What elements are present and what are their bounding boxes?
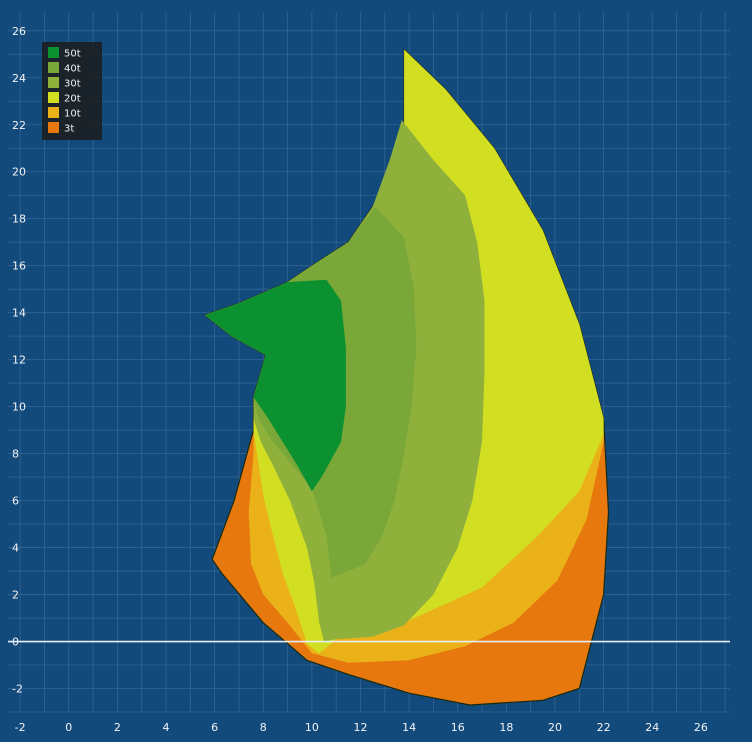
y-tick-label-20: 20 [12, 166, 26, 179]
legend-swatch-50t [48, 47, 59, 58]
x-tick-label-2: 2 [114, 721, 121, 734]
y-tick-label-26: 26 [12, 25, 26, 38]
y-tick-label-6: 6 [12, 495, 19, 508]
legend-label-30t: 30t [64, 79, 81, 90]
x-tick-label-20: 20 [548, 721, 562, 734]
x-tick-label-6: 6 [211, 721, 218, 734]
x-tick-label-14: 14 [402, 721, 416, 734]
legend-swatch-3t [48, 122, 59, 133]
legend-label-40t: 40t [64, 64, 81, 75]
y-tick-label-22: 22 [12, 119, 26, 132]
legend-swatch-40t [48, 62, 59, 73]
legend-label-50t: 50t [64, 49, 81, 60]
y-tick-label-16: 16 [12, 260, 26, 273]
y-tick-label-8: 8 [12, 448, 19, 461]
x-tick-label-22: 22 [597, 721, 611, 734]
y-tick-label-12: 12 [12, 354, 26, 367]
y-tick-label-10: 10 [12, 401, 26, 414]
x-tick-label-18: 18 [499, 721, 513, 734]
y-tick-label-2: 2 [12, 589, 19, 602]
y-tick-label-4: 4 [12, 542, 19, 555]
legend: 50t 40t 30t 20t 10t 3t [42, 42, 102, 140]
legend-label-3t: 3t [64, 124, 74, 135]
load-zones [204, 48, 610, 706]
x-tick-label-26: 26 [694, 721, 708, 734]
zone-50t [204, 279, 346, 492]
y-tick-label-24: 24 [12, 72, 26, 85]
legend-swatch-10t [48, 107, 59, 118]
legend-swatch-30t [48, 77, 59, 88]
y-tick-label-14: 14 [12, 307, 26, 320]
y-tick-label-2: -2 [12, 683, 23, 696]
x-tick-label-0: 0 [65, 721, 72, 734]
x-tick-label-24: 24 [645, 721, 659, 734]
legend-label-10t: 10t [64, 109, 81, 120]
x-tick-label-16: 16 [451, 721, 465, 734]
legend-label-20t: 20t [64, 94, 81, 105]
x-axis-tick-labels: -2 0 2 4 6 8 10 12 14 16 18 20 22 24 26 [15, 721, 708, 734]
x-tick-label-12: 12 [353, 721, 367, 734]
x-tick-label-10: 10 [305, 721, 319, 734]
y-tick-label-18: 18 [12, 213, 26, 226]
x-tick-label-4: 4 [163, 721, 170, 734]
legend-swatch-20t [48, 92, 59, 103]
x-tick-label-2: -2 [15, 721, 26, 734]
y-tick-label-0: 0 [12, 636, 19, 649]
x-tick-label-8: 8 [260, 721, 267, 734]
